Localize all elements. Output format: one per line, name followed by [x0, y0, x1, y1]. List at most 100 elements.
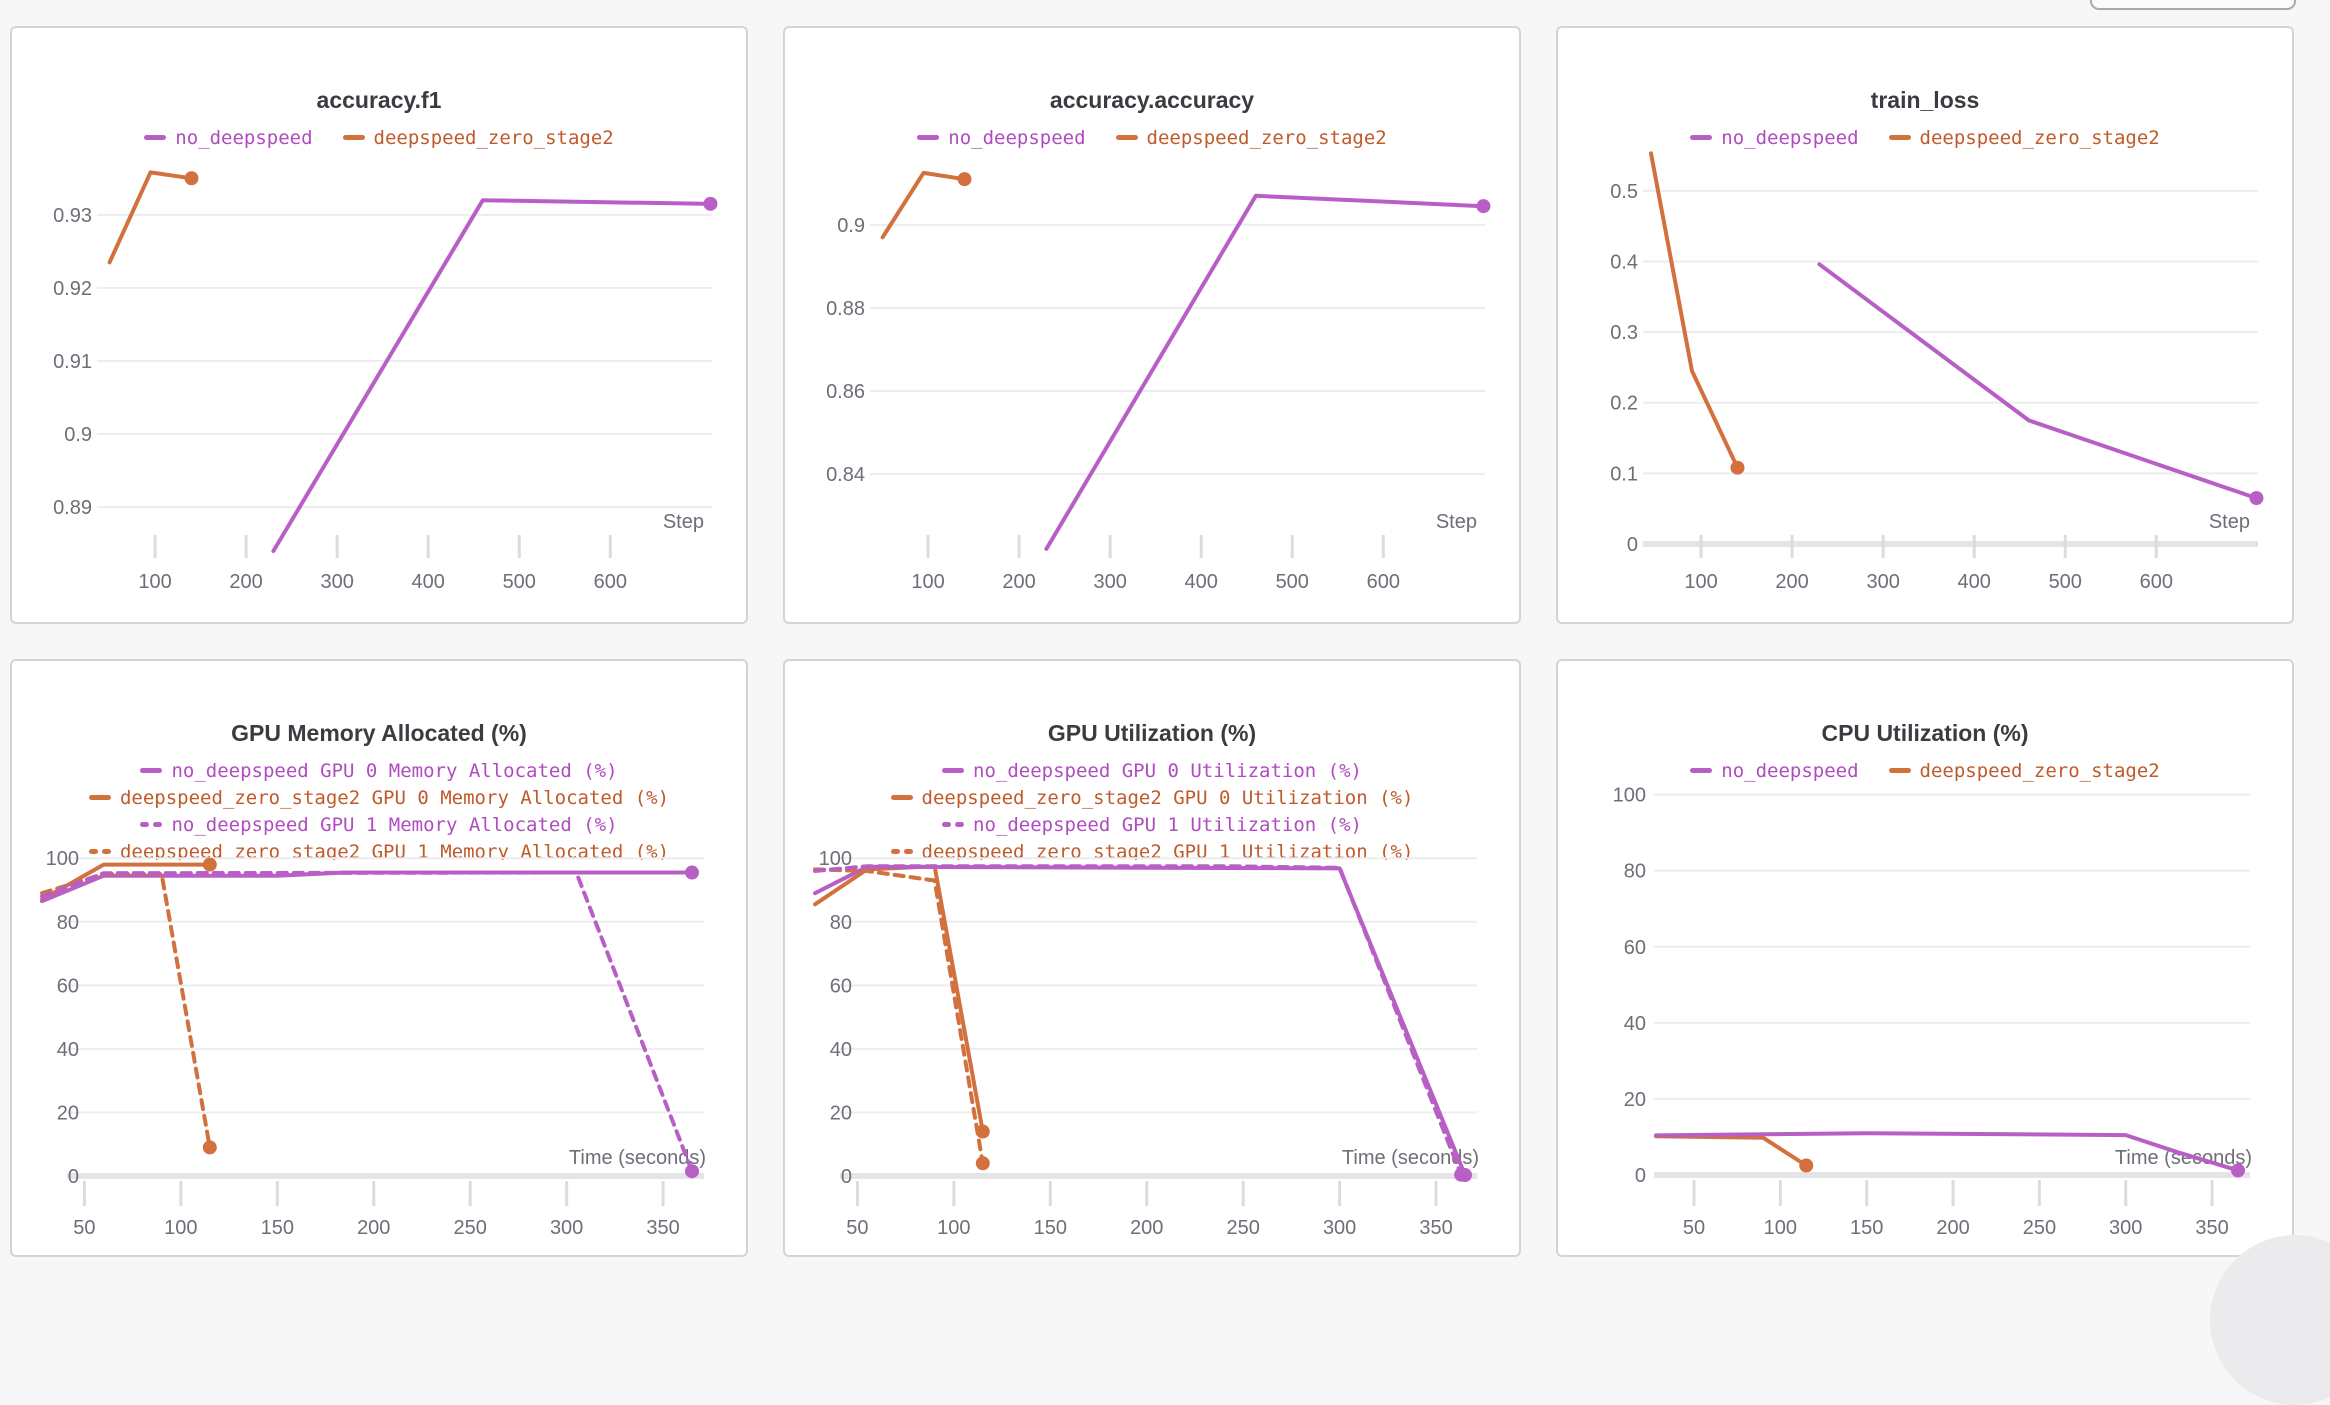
panel-train-loss[interactable]: train_loss no_deepspeed deepspeed_zero_st…	[1556, 26, 2294, 624]
series-endpoint-dot	[703, 196, 718, 211]
y-tick-label: 0	[1627, 534, 1638, 556]
x-tick-label: 250	[454, 1217, 487, 1239]
legend-item-no_deepspeed[interactable]: no_deepspeed GPU 1 Utilization (%)	[942, 814, 1362, 836]
series-endpoint-dot	[2249, 491, 2264, 506]
line-swatch-icon	[942, 768, 965, 773]
legend-label: deepspeed_zero_stage2	[1919, 759, 2160, 782]
legend-item-deepspeed_zero_stage2[interactable]: deepspeed_zero_stage2 GPU 0 Memory Alloc…	[88, 787, 669, 809]
x-tick-label: 500	[503, 571, 536, 593]
x-axis-label: Step	[2209, 511, 2250, 533]
series-endpoint-dot	[1454, 1167, 1469, 1182]
series-endpoint-dot	[957, 172, 972, 187]
x-tick-label: 600	[594, 571, 627, 593]
legend-label: deepspeed_zero_stage2	[373, 126, 614, 149]
x-tick-label: 200	[1130, 1217, 1163, 1239]
y-tick-label: 0.4	[1610, 251, 1638, 273]
x-tick-label: 200	[1002, 571, 1035, 593]
y-tick-label: 60	[830, 975, 852, 997]
y-tick-label: 100	[46, 848, 79, 870]
series-line-orange	[1649, 151, 1740, 470]
series-line-purple	[1044, 193, 1486, 551]
legend-label: no_deepspeed	[1721, 126, 1859, 149]
floating-action-circle[interactable]	[2210, 1235, 2330, 1405]
legend-label: no_deepspeed GPU 1 Utilization (%)	[973, 813, 1362, 836]
x-tick-label: 200	[1936, 1217, 1969, 1239]
legend-item-no_deepspeed[interactable]: no_deepspeed	[917, 126, 1086, 149]
legend-item-deepspeed_zero_stage2[interactable]: deepspeed_zero_stage2	[1888, 126, 2160, 149]
legend-label: no_deepspeed	[948, 126, 1086, 149]
chart-title: GPU Utilization (%)	[1047, 720, 1257, 746]
series-line-purple	[271, 198, 713, 553]
legend-item-no_deepspeed[interactable]: no_deepspeed GPU 1 Memory Allocated (%)	[140, 814, 618, 836]
x-tick-label: 600	[1367, 571, 1400, 593]
x-tick-label: 350	[646, 1217, 679, 1239]
line-swatch-icon	[1690, 135, 1713, 140]
x-tick-label: 100	[1764, 1217, 1797, 1239]
panel-cpu-utilization[interactable]: CPU Utilization (%) no_deepspeed deepspee…	[1556, 659, 2294, 1257]
legend-row: no_deepspeed deepspeed_zero_stage2	[1690, 124, 2160, 151]
series-endpoint-dot	[1730, 460, 1745, 475]
chart-plot: 0 20 40 60 80 100 50 100 150 200 250 300 350 Time (se…	[813, 848, 1479, 1239]
y-tick-label: 0.86	[826, 381, 865, 403]
panel-gpu-memory-allocated[interactable]: GPU Memory Allocated (%) no_deepspeed GP…	[10, 659, 748, 1257]
y-tick-label: 20	[1624, 1089, 1646, 1111]
series-line-purple	[1654, 1131, 2240, 1173]
legend-item-deepspeed_zero_stage2[interactable]: deepspeed_zero_stage2	[1888, 759, 2160, 782]
series-endpoint-dot	[975, 1156, 990, 1171]
legend-item-no_deepspeed[interactable]: no_deepspeed GPU 0 Utilization (%)	[942, 760, 1362, 782]
legend-item-no_deepspeed[interactable]: no_deepspeed	[1690, 126, 1859, 149]
chart-title: accuracy.accuracy	[1049, 87, 1255, 113]
y-tick-label: 40	[1624, 1013, 1646, 1035]
line-swatch-icon	[1888, 135, 1911, 140]
x-tick-label: 250	[2023, 1217, 2056, 1239]
y-tick-label: 100	[819, 848, 852, 870]
series-endpoint-dot	[2231, 1163, 2245, 1178]
legend-item-deepspeed_zero_stage2[interactable]: deepspeed_zero_stage2 GPU 1 Utilization …	[890, 841, 1413, 860]
y-tick-label: 0.84	[826, 464, 865, 486]
legend-label: deepspeed_zero_stage2	[1919, 126, 2160, 149]
panel-accuracy-f1[interactable]: accuracy.f1 no_deepspeed deepspeed_zero_s…	[10, 26, 748, 624]
x-tick-label: 100	[937, 1217, 970, 1239]
legend-label: deepspeed_zero_stage2 GPU 1 Memory Alloc…	[119, 840, 670, 861]
legend-item-no_deepspeed[interactable]: no_deepspeed GPU 0 Memory Allocated (%)	[140, 760, 618, 782]
series-endpoint-dot	[975, 1124, 990, 1139]
x-tick-label: 500	[1276, 571, 1309, 593]
legend-item-deepspeed_zero_stage2[interactable]: deepspeed_zero_stage2 GPU 0 Utilization …	[890, 786, 1414, 809]
y-tick-label: 80	[830, 912, 852, 934]
y-tick-label: 0.92	[53, 278, 92, 300]
x-axis-label: Time (seconds)	[2115, 1147, 2252, 1169]
legend-label: no_deepspeed	[1721, 759, 1859, 782]
legend-label: deepspeed_zero_stage2	[1146, 126, 1387, 149]
y-tick-label: 40	[830, 1039, 852, 1061]
x-tick-label: 50	[73, 1217, 95, 1239]
legend-item-no_deepspeed[interactable]: no_deepspeed	[144, 127, 313, 149]
y-tick-label: 0.88	[826, 298, 865, 320]
legend-row: no_deepspeed deepspeed_zero_stage2	[1690, 757, 2160, 784]
panel-gpu-utilization[interactable]: GPU Utilization (%) no_deepspeed GPU 0 U…	[783, 659, 1521, 1257]
y-tick-label: 0.2	[1610, 393, 1638, 415]
dashed-line-swatch-icon	[140, 822, 163, 827]
legend-item-deepspeed_zero_stage2[interactable]: deepspeed_zero_stage2	[1115, 126, 1387, 149]
x-tick-label: 300	[1866, 571, 1899, 593]
y-tick-label: 100	[1613, 785, 1646, 807]
legend-item-no_deepspeed[interactable]: no_deepspeed	[1690, 759, 1859, 782]
partial-toolbar-pill[interactable]	[2090, 0, 2296, 10]
series-line-orange	[1654, 1134, 1809, 1168]
x-tick-label: 400	[1958, 571, 1991, 593]
legend-label: deepspeed_zero_stage2 GPU 0 Utilization …	[921, 786, 1414, 809]
legend-item-deepspeed_zero_stage2[interactable]: deepspeed_zero_stage2	[342, 126, 614, 149]
panel-accuracy-accuracy[interactable]: accuracy.accuracy no_deepspeed deepspeed_…	[783, 26, 1521, 624]
chart-title: CPU Utilization (%)	[1821, 720, 2029, 746]
dashed-line-swatch-icon	[942, 822, 965, 827]
y-tick-label: 60	[1624, 937, 1646, 959]
line-swatch-icon	[1690, 768, 1713, 773]
series-line-dashed-purple	[813, 864, 1464, 1177]
legend-item-deepspeed_zero_stage2[interactable]: deepspeed_zero_stage2 GPU 1 Memory Alloc…	[88, 840, 670, 861]
x-axis-label: Time (seconds)	[569, 1147, 706, 1169]
x-tick-label: 250	[1227, 1217, 1260, 1239]
line-swatch-icon	[342, 135, 365, 140]
y-tick-label: 0.5	[1610, 181, 1638, 203]
series-line-orange	[813, 864, 985, 1134]
line-swatch-icon	[917, 135, 940, 140]
y-tick-label: 20	[830, 1102, 852, 1124]
